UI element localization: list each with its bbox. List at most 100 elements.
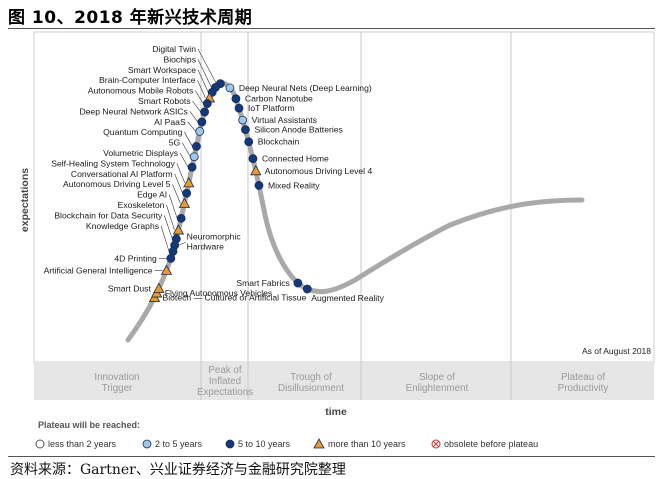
legend-2to5-label: 2 to 5 years bbox=[155, 439, 203, 449]
label-ai-paas: AI PaaS bbox=[154, 117, 186, 127]
leader-5g bbox=[181, 142, 191, 157]
marker-blockchain bbox=[244, 137, 254, 147]
label-4d-printing: 4D Printing bbox=[114, 253, 157, 263]
marker-4d-printing bbox=[166, 253, 176, 263]
marker-quantum-computing bbox=[192, 142, 201, 151]
source-note: 资料来源：Gartner、兴业证券经济与金融研究院整理 bbox=[10, 462, 346, 478]
marker-autonomous-mobile-robots bbox=[202, 99, 212, 108]
label-edge-ai: Edge AI bbox=[137, 190, 167, 200]
label-deep-neural-nets-deep-learning: Deep Neural Nets (Deep Learning) bbox=[239, 83, 372, 93]
label-augmented-reality: Augmented Reality bbox=[311, 293, 384, 303]
top-rule bbox=[8, 28, 655, 29]
leader-ai-paas bbox=[187, 121, 196, 132]
y-axis-label: expectations bbox=[19, 168, 31, 232]
leader-brain-computer-interface bbox=[197, 80, 206, 99]
legend-5to10-icon bbox=[225, 439, 235, 449]
legend-lt2-icon bbox=[35, 439, 45, 449]
marker-deep-neural-nets-deep-learning bbox=[225, 83, 235, 93]
label-connected-home: Connected Home bbox=[262, 154, 329, 164]
label-deep-neural-network-asics: Deep Neural Network ASICs bbox=[79, 106, 187, 116]
marker-deep-neural-network-asics bbox=[197, 117, 207, 127]
figure-title: 图 10、2018 年新兴技术周期 bbox=[8, 8, 253, 28]
leader-volumetric-displays bbox=[179, 152, 189, 168]
phase-slope-line1: Slope of bbox=[419, 372, 455, 383]
leader-smart-workspace bbox=[197, 69, 209, 93]
leader-lines bbox=[154, 48, 217, 271]
leader-quantum-computing bbox=[184, 132, 193, 147]
leader-knowledge-graphs bbox=[160, 225, 170, 252]
label-digital-twin: Digital Twin bbox=[152, 44, 196, 54]
phase-band bbox=[34, 362, 654, 400]
label-quantum-computing: Quantum Computing bbox=[103, 127, 183, 137]
label-self-healing-system-technology: Self-Healing System Technology bbox=[51, 158, 175, 168]
marker-5g bbox=[189, 152, 199, 162]
legend-5to10-label: 5 to 10 years bbox=[238, 439, 291, 449]
label-biotech-cultured-or-artificial-tissue: Biotech — Cultured or Artificial Tissue bbox=[163, 292, 307, 302]
as-of-date: As of August 2018 bbox=[582, 346, 651, 356]
leader-conversational-ai-platform bbox=[174, 173, 183, 194]
label-mixed-reality: Mixed Reality bbox=[268, 180, 320, 190]
phase-plateau-line2: Productivity bbox=[558, 383, 609, 394]
label-neuromorphic: Neuromorphic bbox=[187, 231, 242, 241]
label-blockchain: Blockchain bbox=[258, 137, 300, 147]
legend-gt10-label: more than 10 years bbox=[328, 439, 406, 449]
label-smart-workspace: Smart Workspace bbox=[128, 65, 196, 75]
marker-autonomous-driving-level-4 bbox=[250, 164, 262, 176]
leader-digital-twin bbox=[197, 48, 217, 84]
leader-edge-ai bbox=[168, 194, 178, 219]
marker-smart-fabrics bbox=[293, 278, 303, 288]
label-volumetric-displays: Volumetric Displays bbox=[103, 148, 178, 158]
label-conversational-ai-platform: Conversational AI Platform bbox=[71, 169, 173, 179]
marker-conversational-ai-platform bbox=[182, 188, 192, 198]
label-carbon-nanotube: Carbon Nanotube bbox=[245, 94, 313, 104]
phase-trough-line1: Trough of bbox=[290, 372, 332, 383]
label-virtual-assistants: Virtual Assistants bbox=[252, 115, 317, 125]
leader-deep-neural-network-asics bbox=[189, 111, 199, 123]
marker-smart-dust bbox=[153, 282, 165, 293]
phase-slope-line2: Enlightenment bbox=[406, 383, 469, 394]
marker-artificial-general-intelligence bbox=[160, 264, 173, 275]
leader-exoskeleton bbox=[166, 204, 175, 231]
phase-peak-line2: Inflated bbox=[209, 376, 241, 387]
label-silicon-anode-batteries: Silicon Anode Batteries bbox=[254, 125, 342, 135]
label-smart-robots: Smart Robots bbox=[138, 96, 191, 106]
phase-peak-line3: Expectations bbox=[197, 387, 253, 398]
bottom-rule bbox=[8, 456, 655, 457]
label-exoskeleton: Exoskeleton bbox=[118, 200, 165, 210]
plot-frame bbox=[33, 31, 655, 363]
leader-biochips bbox=[197, 59, 212, 88]
label-brain-computer-interface: Brain-Computer Interface bbox=[99, 75, 196, 85]
label-biochips: Biochips bbox=[164, 54, 196, 64]
legend-obsolete-label: obsolete before plateau bbox=[444, 439, 538, 449]
label-iot-platform: IoT Platform bbox=[248, 103, 295, 113]
x-axis-label: time bbox=[325, 406, 347, 418]
leader-autonomous-driving-level-5 bbox=[172, 184, 181, 204]
marker-ai-paas bbox=[195, 126, 205, 136]
phase-innovation-line2: Trigger bbox=[102, 383, 133, 394]
marker-connected-home bbox=[248, 154, 258, 164]
leader-autonomous-mobile-robots bbox=[195, 90, 204, 104]
label-smart-dust: Smart Dust bbox=[108, 283, 152, 293]
leader-neuromorphic-hardware bbox=[178, 242, 186, 246]
label-artificial-general-intelligence: Artificial General Intelligence bbox=[44, 265, 153, 275]
phase-separators bbox=[200, 32, 512, 400]
label-knowledge-graphs: Knowledge Graphs bbox=[86, 221, 159, 231]
leader-self-healing-system-technology bbox=[176, 163, 186, 183]
marker-autonomous-driving-level-5 bbox=[178, 197, 191, 208]
label-flying-autonomous-vehicles: Flying Autonomous Vehicles bbox=[165, 288, 272, 298]
marker-virtual-assistants bbox=[238, 115, 248, 125]
marker-smart-robots bbox=[200, 107, 209, 117]
label-autonomous-mobile-robots: Autonomous Mobile Robots bbox=[88, 86, 194, 96]
phase-plateau-line1: Plateau of bbox=[561, 372, 605, 383]
legend-title: Plateau will be reached: bbox=[38, 420, 140, 430]
label-smart-fabrics: Smart Fabrics bbox=[236, 278, 289, 288]
marker-mixed-reality bbox=[254, 181, 264, 190]
marker-volumetric-displays bbox=[187, 162, 197, 172]
marker-self-healing-system-technology bbox=[183, 177, 195, 188]
marker-exoskeleton bbox=[172, 224, 185, 235]
data-markers bbox=[148, 79, 312, 302]
label-blockchain-for-data-security: Blockchain for Data Security bbox=[54, 210, 163, 220]
label-5g: 5G bbox=[169, 138, 181, 148]
phase-trough-line2: Disillusionment bbox=[278, 383, 344, 394]
